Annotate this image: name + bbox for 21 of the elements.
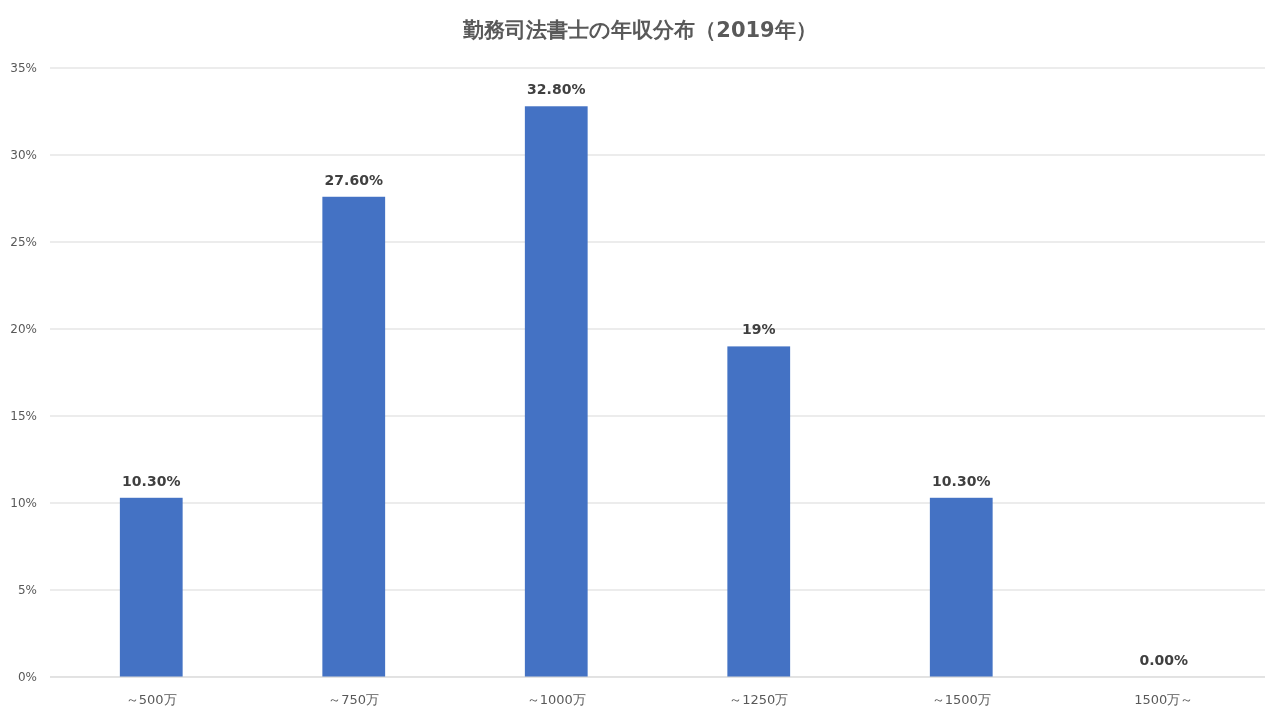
data-label: 10.30%	[932, 472, 991, 489]
x-tick-label: ～1500万	[931, 692, 991, 707]
data-label: 0.00%	[1139, 652, 1189, 668]
data-label: 27.60%	[324, 171, 383, 188]
y-tick-label: 30%	[10, 148, 37, 162]
x-tick-label: ～1250万	[729, 692, 789, 707]
data-label: 19%	[741, 321, 776, 338]
chart-title: 勤務司法書士の年収分布（2019年）	[462, 18, 817, 42]
data-label: 10.30%	[122, 472, 181, 489]
y-tick-label: 35%	[10, 61, 37, 75]
y-tick-label: 15%	[10, 409, 37, 423]
y-tick-label: 25%	[10, 235, 37, 249]
x-tick-label: ～1000万	[526, 692, 586, 707]
y-tick-label: 0%	[17, 670, 37, 684]
x-tick-label: ～750万	[328, 692, 380, 707]
x-tick-label: 1500万～	[1134, 692, 1194, 707]
data-label: 32.80%	[527, 81, 586, 98]
y-tick-label: 10%	[10, 496, 37, 510]
x-tick-label: ～500万	[125, 692, 177, 707]
y-tick-label: 20%	[10, 322, 37, 336]
y-tick-label: 5%	[17, 583, 37, 597]
